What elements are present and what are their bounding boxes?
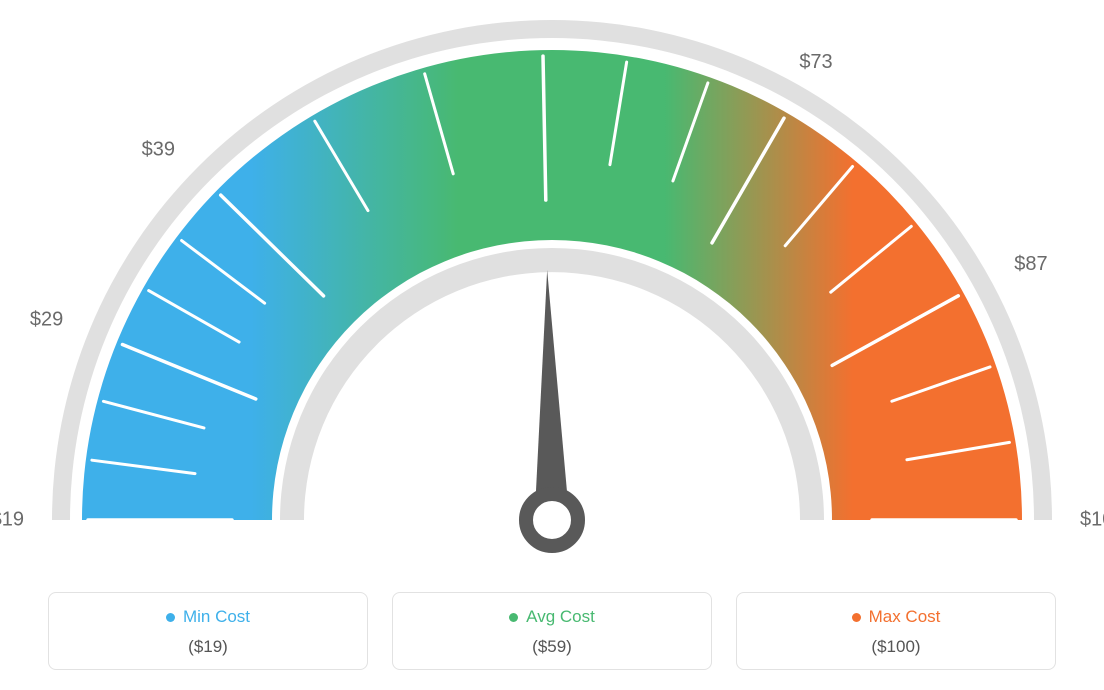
svg-text:$87: $87 [1014,253,1047,275]
svg-text:$73: $73 [799,51,832,73]
gauge-svg: $19 $29 $39 $59 $73 $87 $100 [0,0,1104,560]
cost-gauge: $19 $29 $39 $59 $73 $87 $100 [0,0,1104,560]
svg-text:$19: $19 [0,508,24,530]
svg-text:$59: $59 [525,0,558,2]
legend-label-min: Min Cost [183,607,250,627]
svg-text:$39: $39 [142,139,175,161]
legend-value-max: ($100) [747,637,1045,657]
legend-card-max: Max Cost ($100) [736,592,1056,670]
legend-dot-max [852,613,861,622]
legend-card-min: Min Cost ($19) [48,592,368,670]
legend-label-avg: Avg Cost [526,607,595,627]
legend-dot-avg [509,613,518,622]
legend-value-avg: ($59) [403,637,701,657]
svg-text:$100: $100 [1080,508,1104,530]
legend-value-min: ($19) [59,637,357,657]
legend-label-max: Max Cost [869,607,941,627]
legend-row: Min Cost ($19) Avg Cost ($59) Max Cost (… [0,592,1104,670]
legend-card-avg: Avg Cost ($59) [392,592,712,670]
legend-dot-min [166,613,175,622]
svg-text:$29: $29 [30,309,63,331]
